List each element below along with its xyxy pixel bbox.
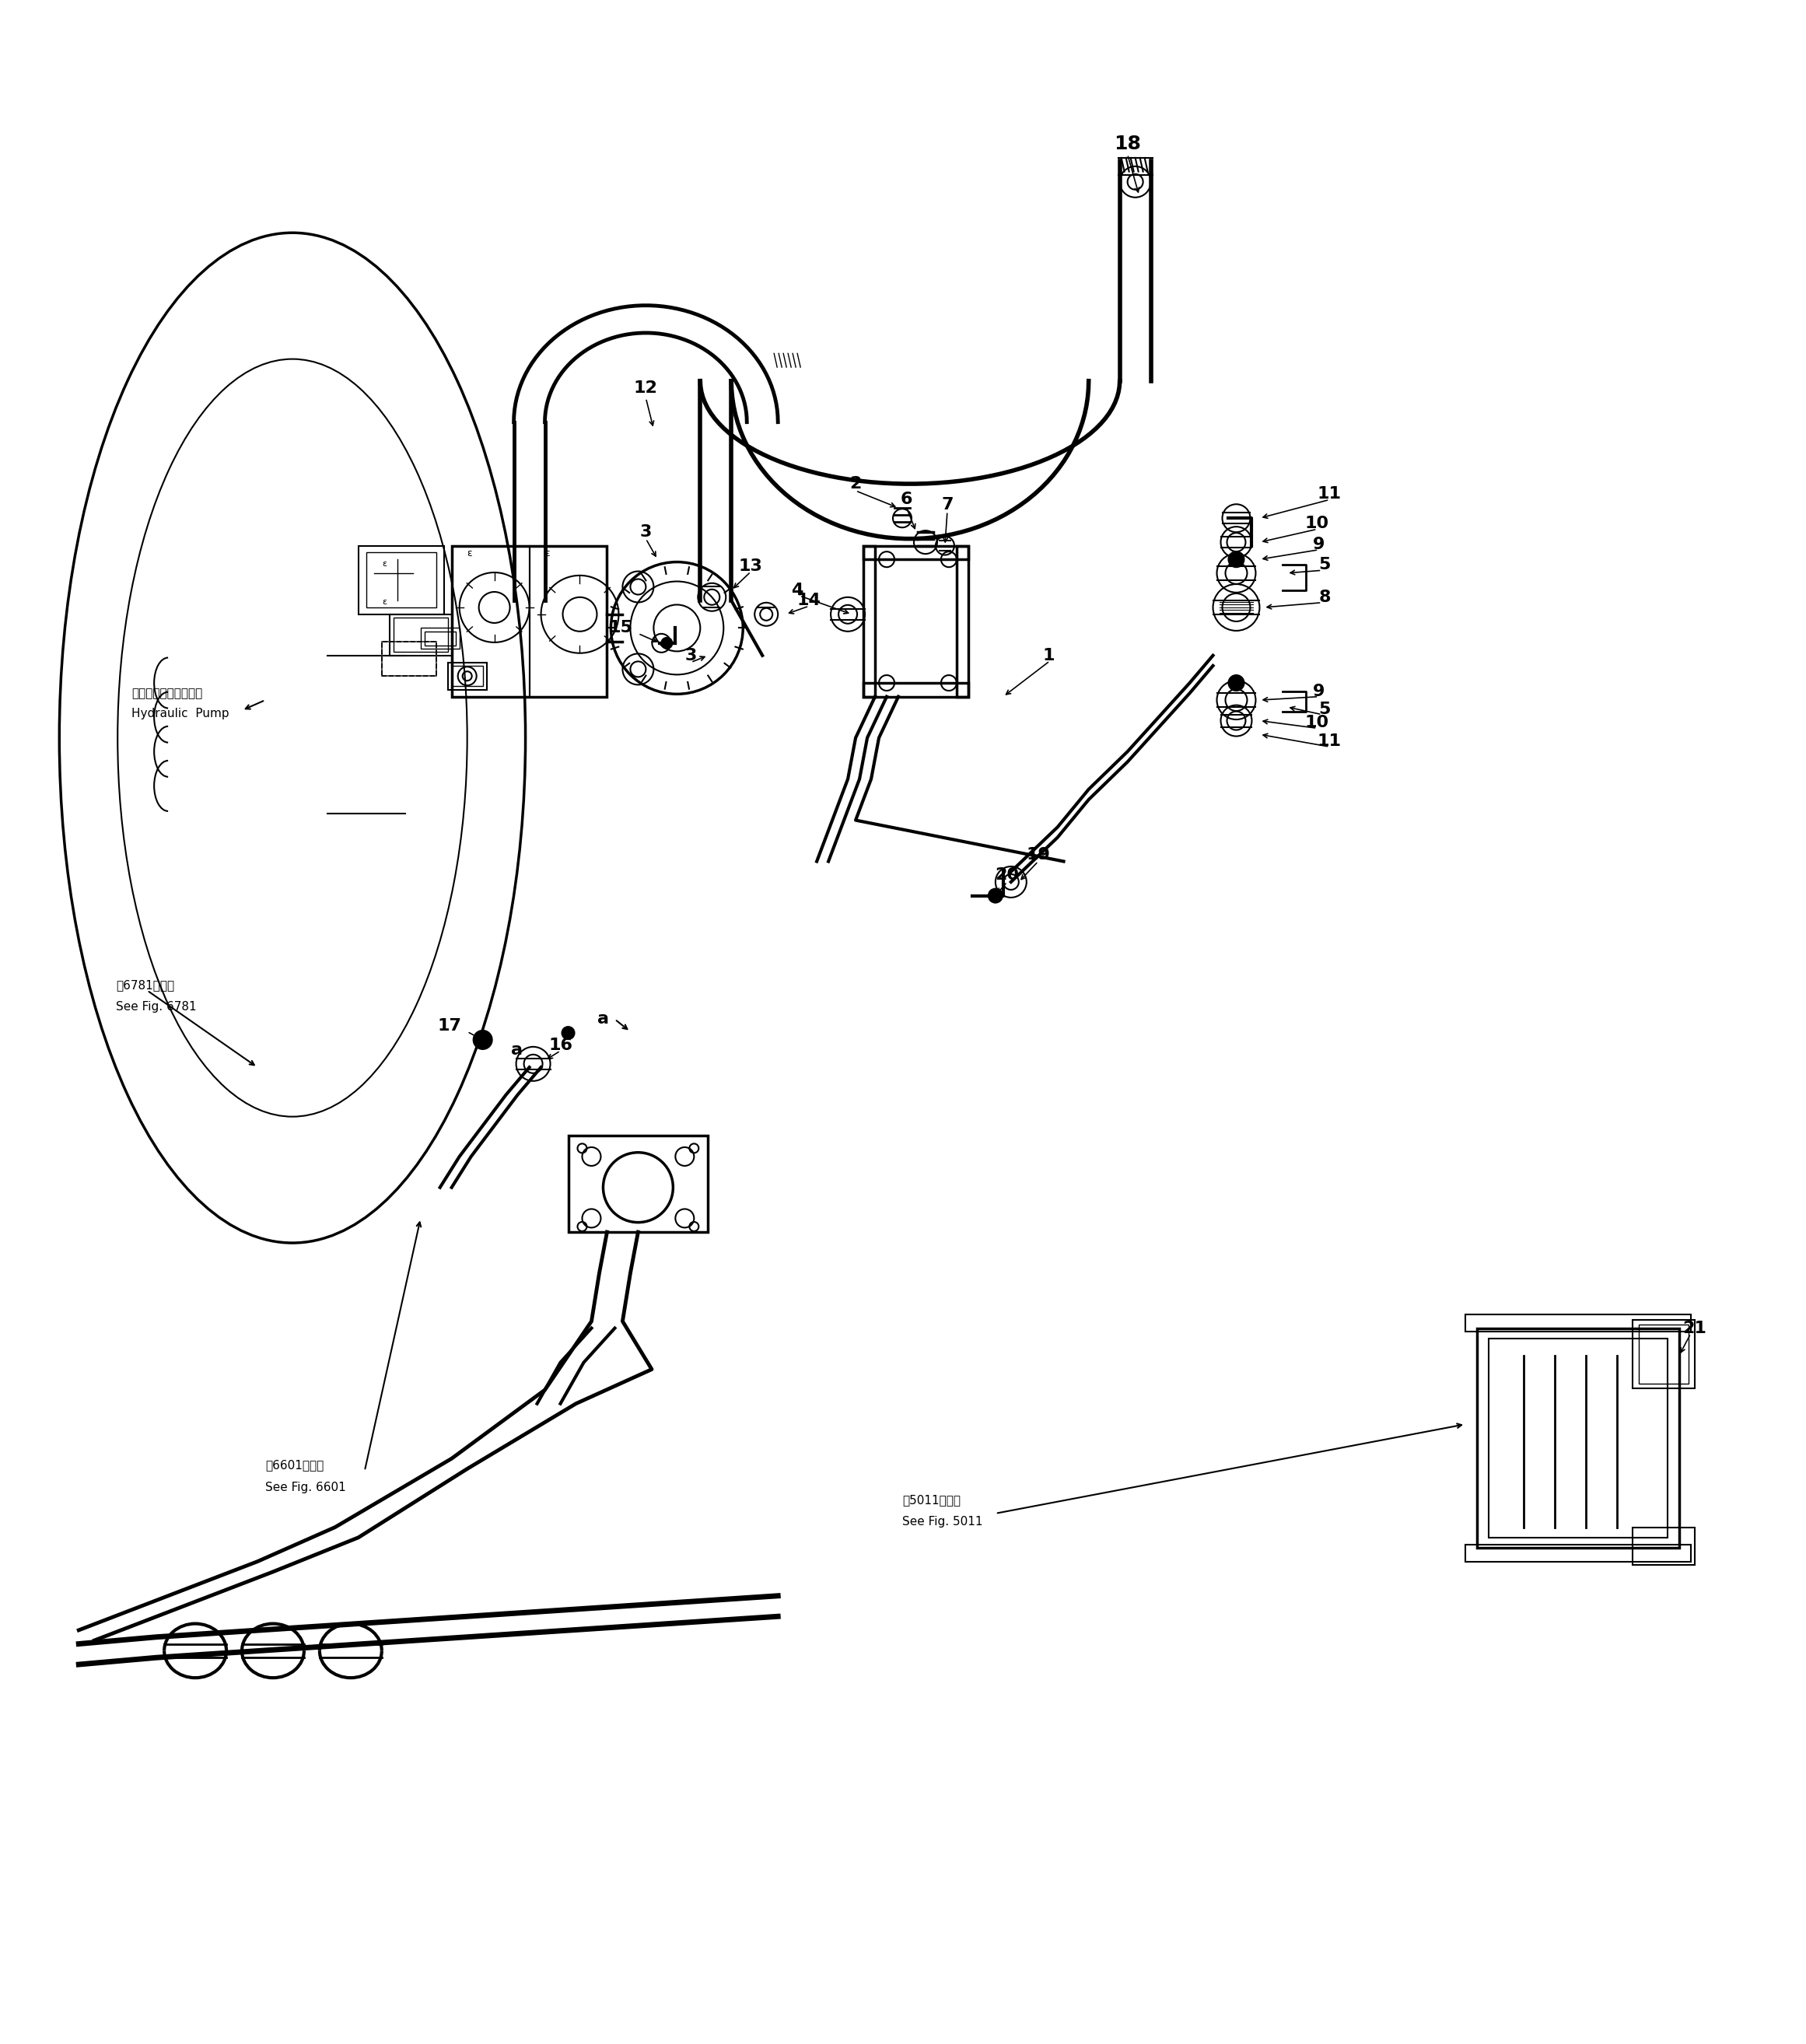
- Text: 2: 2: [849, 476, 861, 493]
- Text: 18: 18: [1114, 135, 1141, 153]
- Text: See Fig. 6601: See Fig. 6601: [265, 1482, 347, 1494]
- Text: 15: 15: [609, 619, 634, 636]
- Text: 16: 16: [549, 1038, 573, 1053]
- Text: See Fig. 6781: See Fig. 6781: [116, 1002, 197, 1012]
- Text: 第5011図参照: 第5011図参照: [903, 1494, 961, 1506]
- Text: 1: 1: [1042, 648, 1055, 662]
- Bar: [1465, 1545, 1690, 1562]
- Text: 第6781図参照: 第6781図参照: [116, 979, 175, 991]
- Text: See Fig. 5011: See Fig. 5011: [903, 1517, 982, 1527]
- Bar: [1465, 1314, 1690, 1331]
- Text: 5: 5: [1318, 558, 1331, 572]
- Bar: [863, 546, 968, 560]
- Text: 9: 9: [1313, 683, 1324, 699]
- Bar: [367, 552, 435, 607]
- Bar: [1488, 1339, 1667, 1537]
- Text: 6: 6: [899, 493, 912, 507]
- Bar: [381, 642, 435, 677]
- Text: 11: 11: [1317, 734, 1342, 748]
- Bar: [1477, 1329, 1680, 1547]
- Text: 12: 12: [634, 380, 657, 397]
- Circle shape: [1228, 552, 1244, 566]
- Circle shape: [661, 638, 672, 648]
- Text: 17: 17: [437, 1018, 461, 1034]
- Text: 9: 9: [1313, 536, 1324, 552]
- Text: 20: 20: [995, 867, 1019, 883]
- Text: 19: 19: [1026, 846, 1049, 863]
- Text: 8: 8: [1318, 589, 1331, 605]
- Bar: [863, 683, 968, 697]
- Text: 10: 10: [1306, 515, 1329, 531]
- Bar: [421, 628, 459, 648]
- Text: 7: 7: [941, 497, 954, 513]
- Text: a: a: [598, 1012, 609, 1026]
- Bar: [863, 546, 876, 697]
- Text: ε: ε: [545, 548, 551, 558]
- Bar: [957, 546, 968, 697]
- Text: 3: 3: [639, 523, 652, 540]
- Bar: [452, 546, 607, 697]
- Text: ε: ε: [381, 597, 386, 605]
- Bar: [448, 662, 486, 689]
- Bar: [1638, 1325, 1689, 1384]
- Text: 21: 21: [1683, 1320, 1707, 1337]
- Bar: [1633, 1527, 1694, 1566]
- Circle shape: [988, 889, 1002, 903]
- Bar: [358, 546, 444, 615]
- Bar: [394, 617, 448, 652]
- Text: 5: 5: [1318, 701, 1331, 717]
- Text: 10: 10: [1306, 715, 1329, 730]
- Text: 14: 14: [796, 593, 822, 609]
- Text: 13: 13: [739, 558, 762, 574]
- Bar: [1633, 1320, 1694, 1388]
- Bar: [381, 642, 435, 677]
- Text: 第6601図参照: 第6601図参照: [265, 1459, 323, 1472]
- Bar: [424, 632, 455, 646]
- Circle shape: [473, 1030, 491, 1049]
- Text: Hydraulic  Pump: Hydraulic Pump: [132, 707, 229, 719]
- Bar: [452, 666, 482, 687]
- Bar: [529, 546, 607, 697]
- Text: 11: 11: [1317, 486, 1342, 503]
- Bar: [390, 615, 452, 656]
- Text: 3: 3: [684, 648, 697, 662]
- Text: ハイドロリックポンプ: ハイドロリックポンプ: [132, 687, 202, 699]
- Bar: [452, 546, 529, 697]
- Circle shape: [562, 1026, 574, 1038]
- Text: a: a: [511, 1042, 522, 1059]
- Text: ε: ε: [468, 548, 473, 558]
- Bar: [569, 1136, 708, 1233]
- Text: ε: ε: [381, 560, 386, 568]
- Text: 4: 4: [791, 583, 804, 599]
- Circle shape: [1228, 675, 1244, 691]
